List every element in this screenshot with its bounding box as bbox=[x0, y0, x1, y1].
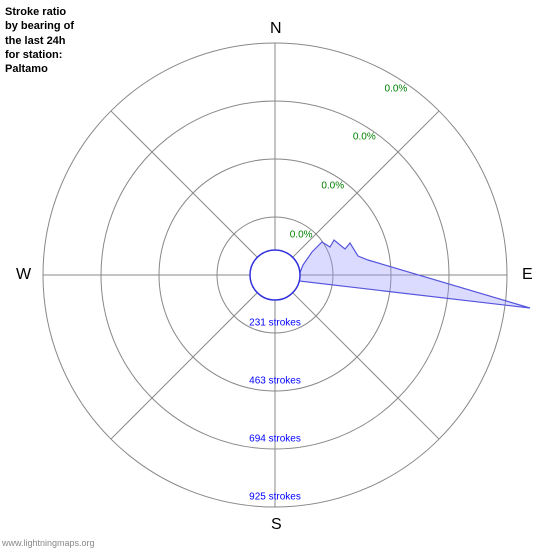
compass-s: S bbox=[271, 516, 282, 534]
compass-e: E bbox=[522, 266, 533, 284]
pct-label-ring-1: 0.0% bbox=[321, 181, 344, 192]
compass-n: N bbox=[270, 20, 282, 38]
compass-w: W bbox=[16, 266, 31, 284]
pct-label-ring-0: 0.0% bbox=[290, 229, 313, 240]
chart-svg bbox=[0, 0, 550, 550]
strokes-label-ring-0: 231 strokes bbox=[249, 318, 301, 329]
footer-credit: www.lightningmaps.org bbox=[2, 538, 95, 548]
strokes-label-ring-1: 463 strokes bbox=[249, 376, 301, 387]
polar-chart bbox=[0, 0, 550, 550]
chart-title: Stroke ratio by bearing of the last 24h … bbox=[5, 5, 74, 76]
pct-label-ring-2: 0.0% bbox=[353, 132, 376, 143]
pct-label-ring-3: 0.0% bbox=[385, 83, 408, 94]
strokes-label-ring-2: 694 strokes bbox=[249, 434, 301, 445]
strokes-label-ring-3: 925 strokes bbox=[249, 492, 301, 503]
